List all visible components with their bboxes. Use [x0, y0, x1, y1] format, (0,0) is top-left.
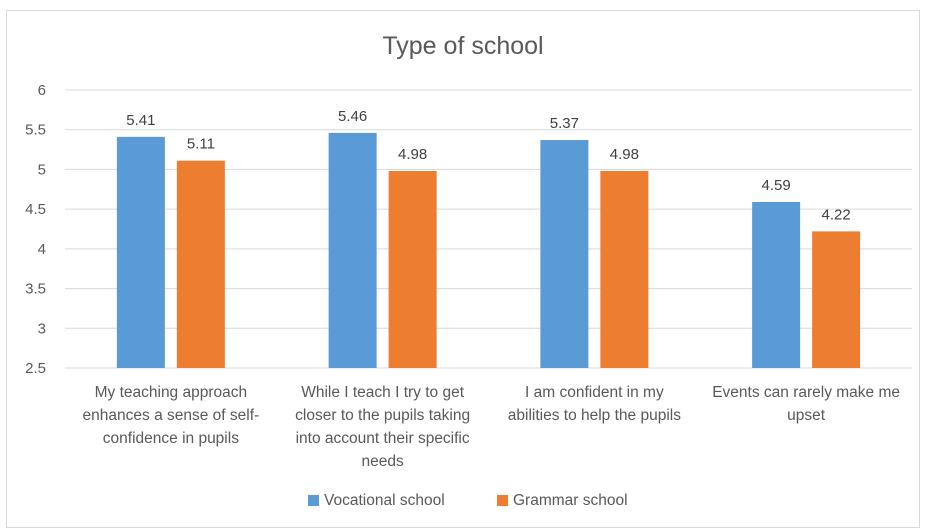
bar — [540, 140, 589, 368]
y-tick-label: 3.5 — [25, 281, 46, 298]
y-tick-label: 5.5 — [25, 122, 46, 139]
category-label: into account their specific — [296, 430, 470, 447]
y-tick-label: 3 — [38, 320, 46, 337]
category-label: closer to the pupils taking — [295, 407, 470, 424]
category-label: enhances a sense of self- — [83, 407, 260, 424]
y-tick-label: 5 — [38, 161, 46, 178]
category-label: abilities to help the pupils — [508, 407, 681, 424]
category-label: confidence in pupils — [103, 430, 239, 447]
legend-label: Vocational school — [324, 492, 445, 509]
category-label: My teaching approach — [95, 384, 248, 401]
bar — [328, 132, 377, 368]
data-label: 4.98 — [610, 146, 639, 163]
chart-title: Type of school — [382, 32, 543, 60]
y-tick-label: 4 — [38, 241, 46, 258]
bar — [752, 201, 801, 368]
data-label: 4.22 — [822, 206, 851, 223]
bar — [812, 231, 861, 368]
bar — [388, 171, 437, 368]
legend-label: Grammar school — [513, 492, 628, 509]
legend-swatch — [497, 495, 508, 506]
bar — [600, 171, 649, 368]
category-label: needs — [362, 453, 404, 470]
category-label: I am confident in my — [525, 384, 664, 401]
category-label: upset — [787, 407, 826, 424]
data-label: 5.46 — [338, 108, 367, 125]
data-label: 5.37 — [550, 115, 579, 132]
y-tick-label: 2.5 — [25, 360, 46, 377]
category-label: While I teach I try to get — [301, 384, 465, 401]
data-label: 5.41 — [126, 112, 155, 129]
bar — [116, 136, 165, 368]
category-label: Events can rarely make me — [712, 384, 900, 401]
bar — [176, 160, 225, 368]
data-label: 5.11 — [187, 136, 215, 153]
data-label: 4.98 — [398, 146, 427, 163]
y-tick-label: 4.5 — [25, 201, 46, 218]
y-tick-label: 6 — [38, 82, 46, 99]
legend-swatch — [308, 495, 319, 506]
data-label: 4.59 — [762, 177, 791, 194]
